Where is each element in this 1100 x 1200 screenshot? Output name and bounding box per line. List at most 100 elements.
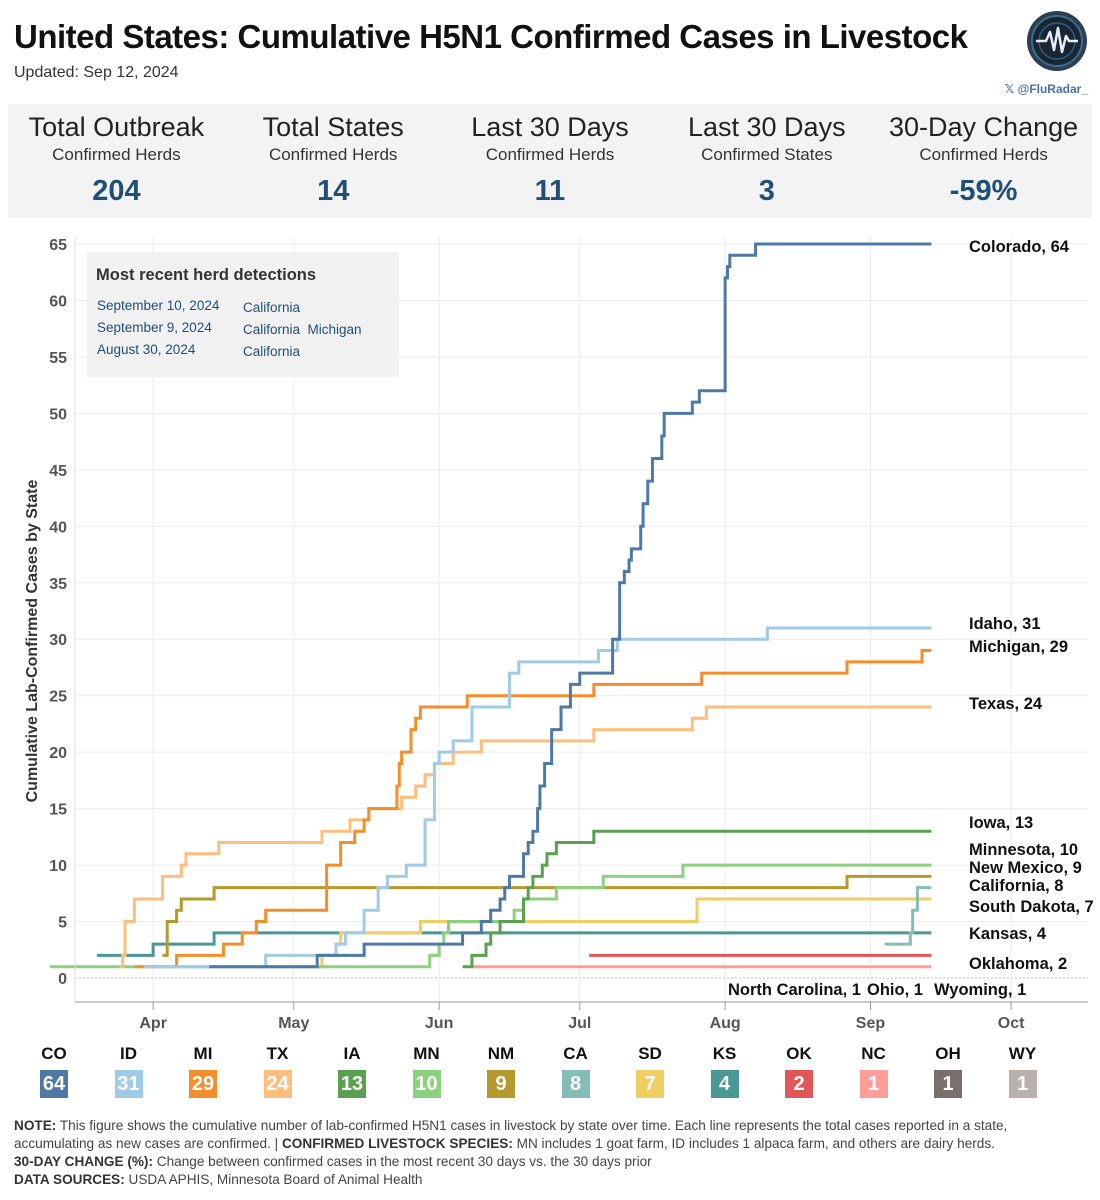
y-tick-label: 10: [49, 858, 67, 875]
legend-code: NM: [487, 1044, 515, 1063]
series-line-tx: [120, 705, 932, 969]
recent-date: September 10, 2024: [97, 298, 220, 313]
legend-code: SD: [638, 1044, 662, 1063]
kpi-total-outbreak: Total Outbreak Confirmed Herds 204: [8, 104, 225, 218]
kpi-subtitle: Confirmed Herds: [919, 145, 1048, 164]
legend-item-wy: WY 1: [1003, 1044, 1043, 1098]
x-tick-label: Jul: [568, 1015, 591, 1032]
end-label-ks: Kansas, 4: [969, 925, 1047, 943]
kpi-title: Last 30 Days: [471, 112, 629, 142]
series-line-id: [143, 626, 932, 969]
legend-item-co: CO 64: [34, 1044, 74, 1098]
end-label-id: Idaho, 31: [969, 615, 1041, 633]
legend-count-badge: 1: [934, 1070, 962, 1098]
y-tick-label: 60: [49, 293, 67, 310]
legend-item-ok: OK 2: [779, 1044, 819, 1098]
x-tick-label: Sep: [856, 1015, 886, 1032]
recent-states: California: [243, 300, 301, 315]
kpi-title: 30-Day Change: [889, 112, 1079, 142]
recent-detections-box: Most recent herd detections September 10…: [87, 252, 399, 377]
end-label-ia: Iowa, 13: [969, 814, 1033, 832]
kpi-title: Total States: [262, 112, 404, 142]
legend-count-badge: 1: [859, 1070, 888, 1098]
kpi-last30-states: Last 30 Days Confirmed States 3: [658, 104, 875, 218]
y-tick-label: 65: [49, 237, 67, 254]
legend-count-badge: 8: [561, 1070, 590, 1098]
legend-code: ID: [120, 1044, 137, 1063]
legend-code: OK: [786, 1044, 812, 1063]
x-tick-label: Apr: [139, 1015, 167, 1032]
series-line-ca: [884, 886, 932, 946]
legend-code: WY: [1008, 1044, 1037, 1063]
change-label: 30-DAY CHANGE (%):: [14, 1154, 153, 1169]
legend-code: CO: [41, 1044, 67, 1063]
legend-count-badge: 1: [1008, 1070, 1037, 1098]
legend-item-tx: TX 24: [258, 1044, 298, 1098]
legend-item-mi: MI 29: [183, 1044, 223, 1098]
kpi-last30-herds: Last 30 Days Confirmed Herds 11: [442, 104, 659, 218]
x-tick-label: Jun: [425, 1015, 453, 1032]
legend-code: TX: [266, 1044, 289, 1063]
kpi-total-states: Total States Confirmed Herds 14: [225, 104, 442, 218]
end-label-mi: Michigan, 29: [969, 638, 1068, 656]
y-tick-label: 45: [49, 463, 67, 480]
legend-count-badge: 7: [636, 1070, 664, 1098]
legend-item-mn: MN 10: [407, 1044, 447, 1098]
legend-code: OH: [935, 1044, 961, 1063]
state-legend: CO 64 ID 31 MI 29 TX 24 IA 13 MN 10 NM 9 CA 8 SD 7 KS 4 OK 2 N…: [14, 1044, 1094, 1100]
legend-count-badge: 64: [40, 1070, 68, 1098]
legend-code: IA: [343, 1044, 361, 1063]
change-line: 30-DAY CHANGE (%): Change between confir…: [14, 1153, 1089, 1171]
kpi-subtitle: Confirmed Herds: [268, 145, 398, 164]
y-tick-label: 20: [49, 745, 67, 762]
kpi-subtitle: Confirmed Herds: [52, 145, 181, 164]
kpi-value: 11: [534, 175, 566, 207]
footnotes: NOTE: This figure shows the cumulative n…: [14, 1117, 1089, 1189]
series-line-co: [209, 242, 932, 969]
recent-date: August 30, 2024: [97, 342, 196, 357]
end-label-ok: Oklahoma, 2: [969, 955, 1067, 973]
legend-count-badge: 24: [263, 1070, 292, 1098]
legend-code: NC: [861, 1044, 886, 1063]
legend-code: MI: [193, 1044, 213, 1063]
recent-detections-title: Most recent herd detections: [96, 266, 316, 284]
sources-text: USDA APHIS, Minnesota Board of Animal He…: [124, 1172, 423, 1187]
end-label-sd: South Dakota, 7: [969, 898, 1094, 916]
legend-count-badge: 13: [338, 1070, 366, 1098]
series-line-ia: [462, 829, 932, 969]
legend-item-nm: NM 9: [481, 1044, 521, 1098]
recent-date: September 9, 2024: [97, 320, 212, 335]
cumulative-cases-chart: 0 5 10 15 20 25 30 35 40 45 50 55 60 65 Apr May Jun Jul Au…: [24, 236, 1094, 1032]
kpi-subtitle: Confirmed States: [701, 145, 833, 164]
note-label: NOTE:: [14, 1118, 57, 1133]
series-line-ks: [96, 931, 932, 957]
end-label-wy: Wyoming, 1: [934, 981, 1026, 999]
y-tick-label: 15: [49, 802, 67, 819]
chart-axes: 0 5 10 15 20 25 30 35 40 45 50 55 60 65 Apr May Jun Jul Au…: [24, 236, 1088, 1032]
species-text: MN includes 1 goat farm, ID includes 1 a…: [512, 1136, 995, 1151]
twitter-handle[interactable]: 𝕏 @FluRadar_: [1004, 82, 1088, 96]
kpi-30day-change: 30-Day Change Confirmed Herds -59%: [875, 104, 1092, 218]
legend-item-nc: NC 1: [854, 1044, 894, 1098]
chart-end-labels: Colorado, 64 Idaho, 31 Michigan, 29 Texas, …: [728, 238, 1094, 999]
legend-item-id: ID 31: [109, 1044, 149, 1098]
kpi-value: 3: [758, 175, 775, 207]
y-tick-label: 30: [49, 632, 67, 649]
legend-item-ca: CA 8: [556, 1044, 596, 1098]
change-text: Change between confirmed cases in the mo…: [152, 1154, 652, 1169]
end-label-ca: California, 8: [969, 877, 1063, 895]
y-tick-label: 25: [49, 689, 67, 706]
note-text: This figure shows the cumulative number …: [14, 1118, 1008, 1151]
x-tick-label: May: [278, 1015, 309, 1032]
recent-states: California: [243, 344, 301, 359]
end-label-tx: Texas, 24: [969, 695, 1043, 713]
kpi-subtitle: Confirmed Herds: [485, 145, 615, 164]
legend-count-badge: 10: [412, 1070, 441, 1098]
series-line-nm: [162, 874, 932, 957]
legend-code: CA: [563, 1044, 588, 1063]
end-label-oh: Ohio, 1: [867, 981, 923, 999]
page-title: United States: Cumulative H5N1 Confirmed…: [14, 18, 968, 55]
legend-code: KS: [712, 1044, 737, 1063]
y-axis-title: Cumulative Lab-Confirmed Cases by State: [24, 480, 41, 803]
x-tick-label: Oct: [998, 1015, 1025, 1032]
